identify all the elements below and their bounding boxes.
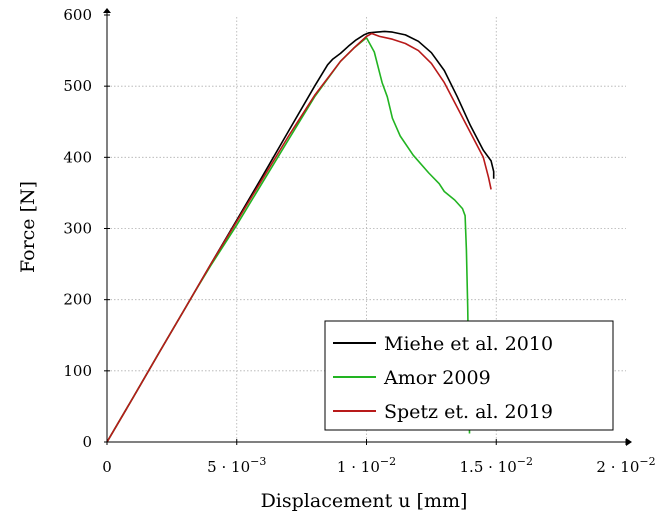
x-tick-label-exponent: −3 [250, 455, 266, 468]
x-axis-title: Displacement u [mm] [261, 490, 468, 512]
series-line-3 [106, 32, 492, 443]
x-tick-label-exponent: −2 [380, 455, 396, 468]
x-tick-label-base: 1.5 · 10 [460, 458, 517, 476]
x-tick-label-base: 5 · 10 [207, 458, 250, 476]
x-tick-label-base: 0 [102, 458, 112, 476]
y-axis-arrow [103, 8, 111, 13]
legend-label-3: Spetz et. al. 2019 [384, 401, 553, 423]
legend-label-2: Amor 2009 [383, 367, 491, 389]
y-tick-labels: 0 100 200 300 400 500 600 [63, 6, 92, 451]
x-tick-label: 1 · 10−2 [337, 455, 396, 476]
x-tick-label-exponent: −2 [639, 455, 655, 468]
y-axis-title: Force [N] [17, 181, 39, 273]
axes [103, 8, 632, 446]
y-tick-label: 100 [63, 362, 92, 380]
x-tick-label-base: 1 · 10 [337, 458, 380, 476]
x-tick-label-exponent: −2 [517, 455, 533, 468]
x-tick-label: 0 [102, 458, 112, 476]
x-tick-label: 2 · 10−2 [596, 455, 655, 476]
x-tick-label: 1.5 · 10−2 [460, 455, 533, 476]
x-tick-label-base: 2 · 10 [596, 458, 639, 476]
plot-lines [106, 30, 495, 443]
y-tick-label: 500 [63, 77, 92, 95]
y-tick-label: 400 [63, 148, 92, 166]
y-tick-label: 200 [63, 291, 92, 309]
x-tick-label: 5 · 10−3 [207, 455, 266, 476]
x-axis-arrow [626, 438, 632, 446]
y-tick-label: 0 [82, 433, 92, 451]
legend-label-1: Miehe et al. 2010 [384, 333, 553, 355]
y-tick-label: 600 [63, 6, 92, 24]
y-tick-label: 300 [63, 220, 92, 238]
legend: Miehe et al. 2010 Amor 2009 Spetz et. al. … [324, 320, 614, 431]
